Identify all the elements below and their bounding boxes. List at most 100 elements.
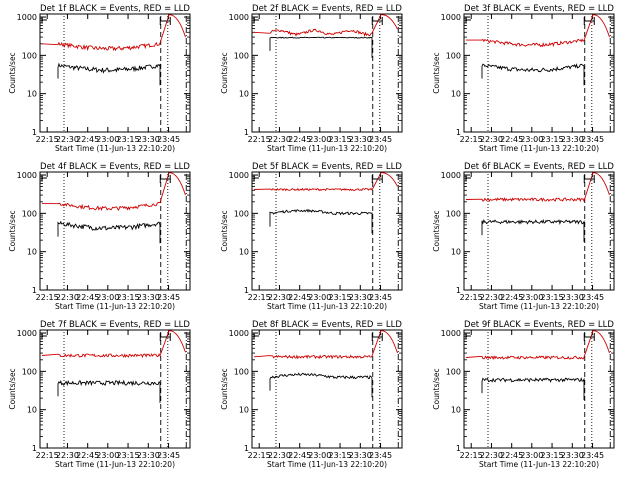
y-axis-label: Counts/sec xyxy=(8,210,17,251)
x-tick-label: 22:15 xyxy=(460,293,483,302)
x-tick-label: 23:15 xyxy=(541,293,564,302)
panel-title: Det 2f BLACK = Events, RED = LLD xyxy=(252,4,402,14)
x-tick-label: 23:45 xyxy=(157,135,180,144)
x-axis-label: Start Time (11-Jun-13 22:10:20) xyxy=(267,144,387,153)
panel-det-3: Det 3f BLACK = Events, RED = LLD 1 10 100 10… xyxy=(432,4,615,153)
x-tick-label: 23:00 xyxy=(308,135,331,144)
y-tick-label: 10 xyxy=(239,248,249,257)
series-line-events xyxy=(57,62,161,86)
panel-title: Det 7f BLACK = Events, RED = LLD xyxy=(40,320,190,330)
y-tick-label: 1000 xyxy=(441,329,461,338)
x-tick-label: 23:45 xyxy=(581,293,604,302)
x-axis-label: Start Time (11-Jun-13 22:10:20) xyxy=(479,460,599,469)
x-tick-label: 23:00 xyxy=(520,451,543,460)
series-line-events xyxy=(57,379,161,403)
y-tick-label: 1000 xyxy=(229,13,249,22)
y-tick-label: 1000 xyxy=(17,329,37,338)
y-tick-label: 10 xyxy=(239,90,249,99)
x-tick-label: 23:00 xyxy=(96,293,119,302)
x-tick-label: 23:30 xyxy=(137,451,160,460)
plot-frame xyxy=(251,171,403,291)
x-tick-label: 22:45 xyxy=(288,135,311,144)
y-tick-label: 100 xyxy=(446,51,461,60)
panel-title: Det 4f BLACK = Events, RED = LLD xyxy=(40,162,190,172)
x-tick-label: 22:45 xyxy=(288,293,311,302)
y-tick-label: 1 xyxy=(32,444,37,453)
y-tick-label: 1000 xyxy=(441,13,461,22)
series-line-lld xyxy=(253,172,398,192)
x-tick-label: 23:30 xyxy=(137,135,160,144)
x-axis-label: Start Time (11-Jun-13 22:10:20) xyxy=(479,302,599,311)
series-line-events xyxy=(481,377,585,400)
x-tick-label: 23:00 xyxy=(308,293,331,302)
x-axis-label: Start Time (11-Jun-13 22:10:20) xyxy=(55,460,175,469)
y-tick-label: 1 xyxy=(244,128,249,137)
y-tick-label: 10 xyxy=(27,406,37,415)
y-axis-label: Counts/sec xyxy=(432,210,441,251)
panel-title: Det 3f BLACK = Events, RED = LLD xyxy=(464,4,614,14)
x-tick-label: 23:45 xyxy=(369,293,392,302)
x-tick-label: 23:00 xyxy=(96,451,119,460)
y-tick-label: 1 xyxy=(32,286,37,295)
x-axis-label: Start Time (11-Jun-13 22:10:20) xyxy=(55,302,175,311)
x-tick-label: 23:15 xyxy=(541,135,564,144)
series-line-events xyxy=(269,208,373,234)
y-tick-label: 1 xyxy=(244,286,249,295)
x-tick-label: 23:45 xyxy=(369,451,392,460)
y-tick-label: 1 xyxy=(456,444,461,453)
plot-frame xyxy=(251,13,403,133)
y-tick-label: 100 xyxy=(234,367,249,376)
series-line-lld xyxy=(41,330,186,359)
x-tick-label: 23:15 xyxy=(329,293,352,302)
y-tick-label: 1000 xyxy=(17,171,37,180)
plot-frame xyxy=(251,329,403,449)
x-tick-label: 22:15 xyxy=(460,135,483,144)
y-tick-label: 100 xyxy=(234,209,249,218)
y-tick-label: 1000 xyxy=(229,329,249,338)
x-tick-label: 23:45 xyxy=(157,293,180,302)
x-tick-label: 23:00 xyxy=(520,293,543,302)
x-tick-label: 23:30 xyxy=(561,293,584,302)
y-tick-label: 100 xyxy=(22,51,37,60)
y-tick-label: 100 xyxy=(22,209,37,218)
x-tick-label: 23:00 xyxy=(96,135,119,144)
panel-det-6: Det 6f BLACK = Events, RED = LLD 1 10 100 10… xyxy=(432,162,615,311)
x-tick-label: 22:30 xyxy=(56,135,79,144)
panel-title: Det 1f BLACK = Events, RED = LLD xyxy=(40,4,190,14)
y-axis-label: Counts/sec xyxy=(8,368,17,409)
x-tick-label: 22:45 xyxy=(76,135,99,144)
x-tick-label: 23:15 xyxy=(117,135,140,144)
x-tick-label: 23:45 xyxy=(157,451,180,460)
y-axis-label: Counts/sec xyxy=(220,210,229,251)
x-axis-label: Start Time (11-Jun-13 22:10:20) xyxy=(267,460,387,469)
panel-title: Det 6f BLACK = Events, RED = LLD xyxy=(464,162,614,172)
series-line-events xyxy=(269,36,373,58)
plot-frame xyxy=(463,13,615,133)
panel-det-7: Det 7f BLACK = Events, RED = LLD 1 10 100 10… xyxy=(8,320,191,469)
x-tick-label: 23:30 xyxy=(561,451,584,460)
y-tick-label: 10 xyxy=(27,90,37,99)
y-tick-label: 1000 xyxy=(441,171,461,180)
series-line-lld xyxy=(465,14,610,48)
x-tick-label: 22:15 xyxy=(36,451,59,460)
y-tick-label: 100 xyxy=(22,367,37,376)
x-tick-label: 22:45 xyxy=(500,451,523,460)
panel-title: Det 8f BLACK = Events, RED = LLD xyxy=(252,320,402,330)
x-axis-label: Start Time (11-Jun-13 22:10:20) xyxy=(479,144,599,153)
series-line-events xyxy=(269,372,373,398)
series-line-lld xyxy=(41,14,186,52)
x-axis-label: Start Time (11-Jun-13 22:10:20) xyxy=(55,144,175,153)
y-axis-label: Counts/sec xyxy=(220,52,229,93)
x-tick-label: 22:45 xyxy=(288,451,311,460)
x-tick-label: 22:15 xyxy=(248,135,271,144)
x-tick-label: 22:45 xyxy=(500,135,523,144)
y-tick-label: 100 xyxy=(234,51,249,60)
x-tick-label: 23:15 xyxy=(329,135,352,144)
panel-title: Det 9f BLACK = Events, RED = LLD xyxy=(464,320,614,330)
y-tick-label: 100 xyxy=(446,209,461,218)
x-tick-label: 23:15 xyxy=(117,293,140,302)
x-tick-label: 23:45 xyxy=(581,451,604,460)
plot-frame xyxy=(463,171,615,291)
y-axis-label: Counts/sec xyxy=(8,52,17,93)
